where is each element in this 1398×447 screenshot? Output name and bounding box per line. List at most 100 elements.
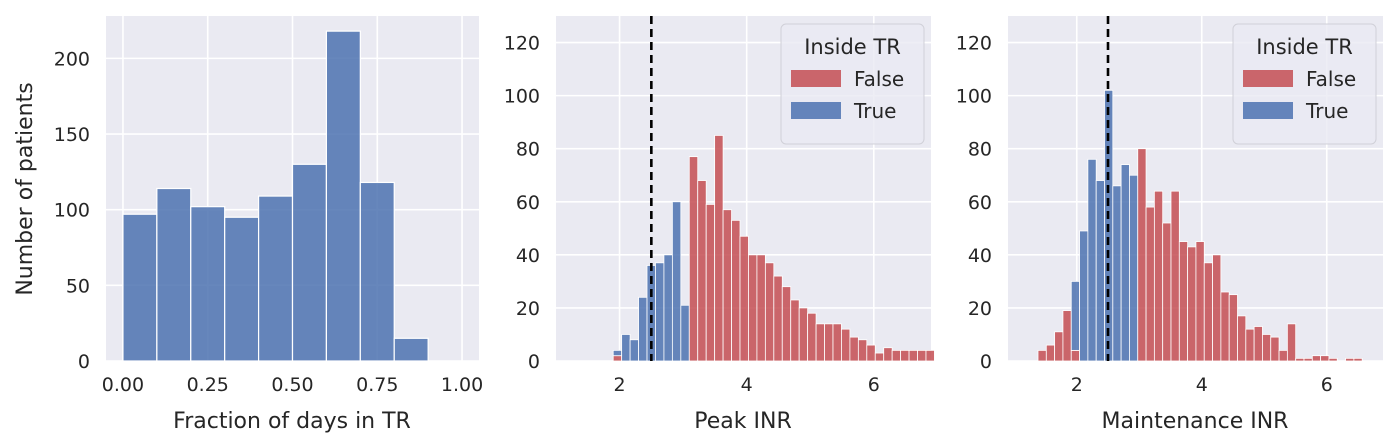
y-axis-label-1: Number of patients — [13, 82, 38, 295]
histogram-bar-false — [1270, 336, 1280, 362]
histogram-bar-false — [1220, 291, 1230, 362]
histogram-bar-false — [1054, 331, 1064, 362]
histogram-bar-false — [1045, 344, 1056, 362]
x-tick-label: 2 — [614, 374, 626, 396]
histogram-bar — [122, 213, 158, 362]
x-tick-label: 0.75 — [356, 374, 398, 396]
y-tick-label: 100 — [54, 200, 90, 222]
histogram-bar-true — [671, 201, 682, 362]
histogram-bar-true — [680, 304, 690, 362]
histogram-bar — [291, 163, 328, 362]
histogram-bar — [257, 195, 294, 362]
histogram-bar-false — [1162, 222, 1172, 362]
histogram-bar-false — [1245, 328, 1255, 362]
legend: Inside TR False True — [780, 23, 925, 145]
legend: Inside TR False True — [1232, 23, 1377, 145]
y-tick-label: 80 — [968, 139, 992, 161]
y-tick-label: 40 — [516, 245, 540, 267]
y-tick-label: 100 — [956, 86, 992, 108]
histogram-bar-false — [1137, 148, 1147, 362]
histogram-bar-false — [731, 219, 741, 362]
histogram-bar — [190, 206, 226, 362]
x-tick-label: 6 — [868, 374, 880, 396]
histogram-bar-false — [917, 349, 927, 362]
histogram-bar-true — [1087, 158, 1097, 362]
x-tick-label: 1.00 — [441, 374, 483, 396]
x-tick-label: 4 — [741, 374, 753, 396]
y-tick-label: 120 — [504, 33, 540, 55]
y-tick-label: 80 — [516, 139, 540, 161]
histogram-bar-false — [739, 235, 749, 362]
y-tick-label: 20 — [516, 298, 540, 320]
histogram-bar-false — [1320, 355, 1330, 362]
histogram-bar — [359, 181, 395, 362]
histogram-bar — [393, 337, 429, 362]
x-tick-label: 0.50 — [271, 374, 313, 396]
histogram-bar-false — [1062, 310, 1072, 362]
histogram-bar-false — [1286, 323, 1297, 362]
histogram-bar-false — [1170, 190, 1180, 362]
x-tick-label: 4 — [1196, 374, 1208, 396]
legend-label-false: False — [854, 67, 904, 91]
y-tick-label: 120 — [956, 33, 992, 55]
x-tick-label: 0.00 — [102, 374, 144, 396]
histogram-bar-false — [722, 209, 732, 362]
histogram-bar-false — [874, 352, 885, 362]
histogram-bar-false — [1345, 357, 1355, 362]
legend-label-true: True — [1305, 99, 1348, 123]
y-tick-label: 20 — [968, 298, 992, 320]
y-tick-label: 0 — [528, 351, 540, 373]
histogram-bar-false — [1262, 334, 1272, 362]
legend-title: Inside TR — [1256, 35, 1353, 59]
x-axis-label-2: Peak INR — [694, 409, 791, 434]
y-tick-label: 60 — [968, 192, 992, 214]
histogram-bar-true — [1112, 185, 1122, 362]
histogram-bar-false — [891, 349, 902, 362]
histogram-bar-false — [815, 323, 825, 362]
histogram-bar-false — [1228, 294, 1238, 362]
histogram-bar-false — [925, 349, 935, 362]
histogram-bar-false — [781, 286, 792, 362]
y-tick-label: 200 — [54, 48, 90, 70]
histogram-bar-false — [1237, 315, 1247, 362]
legend-swatch-false — [1243, 70, 1293, 87]
histogram-bar-false — [1253, 326, 1263, 362]
histogram-bar-false — [841, 328, 851, 362]
histogram-bar-false — [790, 299, 800, 362]
histogram-bar-false — [756, 254, 766, 362]
histogram-bar-false — [832, 323, 842, 362]
histogram-bar-false — [612, 355, 623, 362]
legend-swatch-true — [1243, 102, 1293, 119]
x-tick-label: 6 — [1321, 374, 1333, 396]
y-tick-label: 50 — [66, 275, 90, 297]
histogram-bar-false — [1145, 206, 1155, 362]
histogram-bar-false — [748, 254, 758, 362]
histogram-bar-false — [773, 275, 783, 362]
histogram-bar-false — [697, 180, 707, 362]
histogram-bar-false — [849, 336, 859, 362]
histogram-bar-false — [764, 262, 775, 362]
histogram-bar-false — [1195, 241, 1205, 362]
y-tick-label: 100 — [504, 86, 540, 108]
y-tick-label: 0 — [980, 351, 992, 373]
histogram-bar-false — [857, 339, 868, 362]
histogram-bar-false — [866, 344, 876, 362]
histogram-bar-true — [1129, 174, 1139, 362]
histogram-bar-false — [824, 323, 834, 362]
histogram-bar-true — [1120, 164, 1130, 362]
histogram-bar-false — [1203, 262, 1213, 362]
histogram-bar-true — [1070, 280, 1080, 351]
histogram-bar — [325, 30, 361, 362]
y-tick-label: 150 — [54, 124, 90, 146]
legend-swatch-false — [791, 70, 841, 87]
histogram-bar-false — [1037, 349, 1047, 362]
histogram-bar-false — [714, 135, 724, 362]
histogram-bar-true — [1079, 230, 1089, 362]
histogram-bar-true — [655, 262, 665, 362]
histogram-bar-false — [1278, 349, 1288, 362]
histogram-bar-false — [1311, 355, 1322, 362]
histogram-bar-false — [1328, 357, 1338, 362]
histogram-bar-false — [1295, 357, 1305, 362]
x-axis-label-1: Fraction of days in TR — [173, 409, 411, 434]
